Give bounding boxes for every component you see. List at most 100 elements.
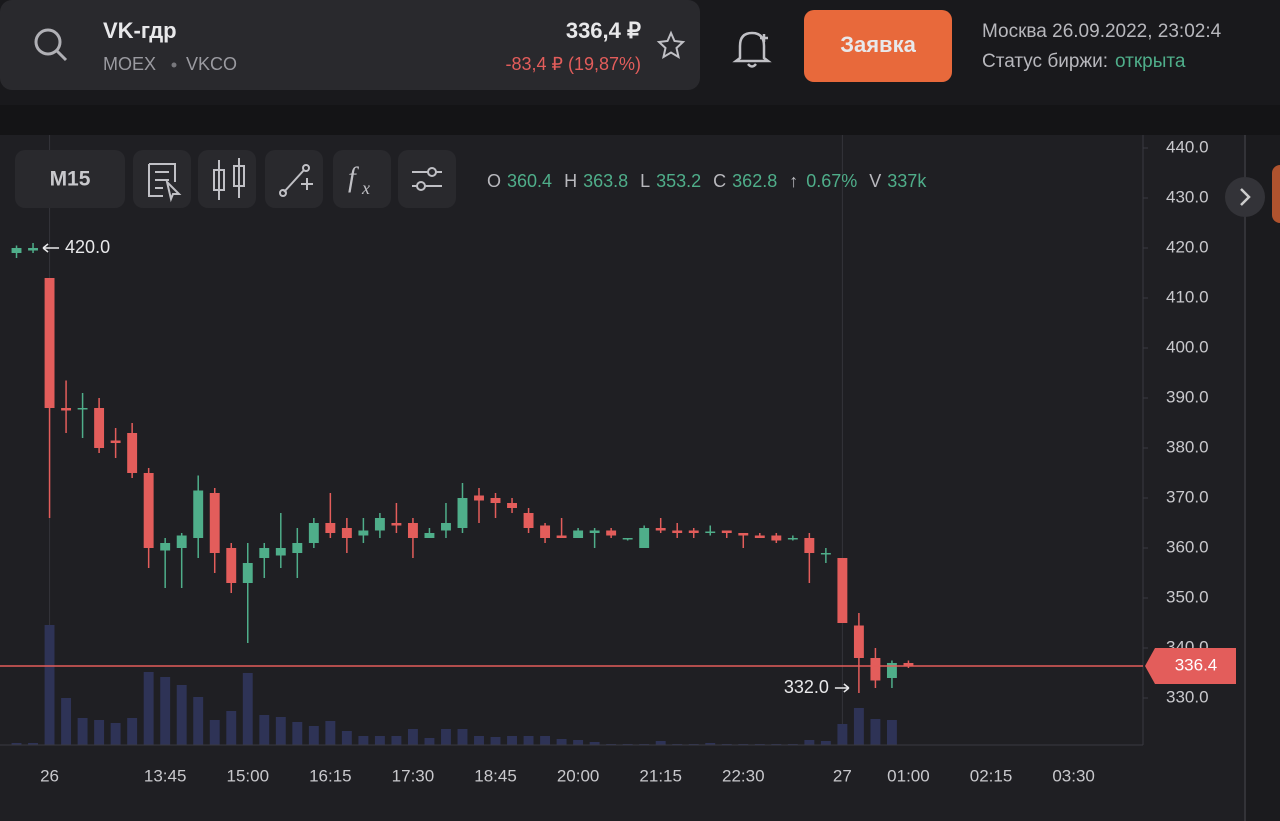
- candle-body: [424, 533, 435, 538]
- last-price-tag: [1145, 648, 1236, 684]
- candle-body: [77, 408, 88, 410]
- instrument-card[interactable]: [0, 0, 700, 90]
- alert-bell[interactable]: [732, 31, 772, 68]
- legend-text: 363.8: [583, 171, 628, 191]
- settings-knob: [427, 167, 437, 177]
- search-icon[interactable]: [34, 28, 68, 62]
- volume-bar: [160, 677, 171, 745]
- y-tick-label: 350.0: [1166, 587, 1209, 606]
- x-tick-label: 26: [40, 766, 59, 785]
- volume-bar: [457, 729, 468, 745]
- chart-type-icon: [213, 158, 245, 200]
- candle-body: [94, 408, 105, 448]
- favorite-star[interactable]: [656, 30, 686, 60]
- candle-body: [407, 523, 418, 538]
- indicators-icon-sub: x: [361, 178, 370, 198]
- volume-bar: [61, 698, 72, 745]
- candle-body: [44, 278, 55, 408]
- volume-bar: [407, 729, 418, 745]
- indicators-tool[interactable]: [333, 150, 391, 208]
- candle-body: [28, 248, 38, 251]
- volume-bar: [242, 673, 253, 745]
- volume-bar: [94, 720, 105, 745]
- y-tick-label: 380.0: [1166, 437, 1209, 456]
- candle-body: [160, 543, 171, 551]
- candle-body: [738, 533, 749, 536]
- legend-text: ↑: [789, 171, 798, 191]
- max-arrow: [42, 243, 60, 253]
- y-tick-label: 330.0: [1166, 687, 1209, 706]
- candle-body: [143, 473, 154, 548]
- candle-body: [127, 433, 138, 473]
- volume-bar: [424, 738, 435, 745]
- order-button[interactable]: [804, 10, 952, 82]
- volume-bar: [391, 736, 402, 745]
- candle-body: [754, 535, 765, 538]
- price: 336,4 ₽: [566, 18, 641, 43]
- volume-bar: [275, 717, 286, 745]
- volume-bar: [341, 731, 352, 745]
- legend-text: C: [713, 171, 726, 191]
- volume-bar: [44, 625, 55, 745]
- ticker: VKCO: [186, 54, 237, 74]
- volume-bar: [308, 726, 319, 745]
- interval-button[interactable]: [15, 150, 125, 208]
- candle-body: [507, 503, 517, 508]
- x-tick-label: 13:45: [144, 766, 187, 785]
- candle-body: [606, 530, 617, 536]
- candle-body: [242, 563, 253, 583]
- candle-body: [639, 528, 650, 548]
- exchange: MOEX: [103, 54, 156, 74]
- volume-bar: [11, 743, 22, 745]
- y-tick-label: 390.0: [1166, 387, 1209, 406]
- max-label: 420.0: [65, 237, 110, 257]
- volume-bar: [655, 741, 666, 745]
- legend-text: 362.8: [732, 171, 777, 191]
- x-tick-label: 22:30: [722, 766, 765, 785]
- candle-body: [540, 525, 551, 538]
- candle-body: [474, 495, 484, 501]
- volume-bar: [804, 740, 815, 745]
- candle-body: [292, 543, 303, 553]
- order-button-label[interactable]: Заявка: [840, 32, 916, 57]
- x-tick-label: 18:45: [474, 766, 517, 785]
- legend-text: 353.2: [656, 171, 701, 191]
- y-tick-label: 440.0: [1166, 137, 1209, 156]
- candle-body: [804, 538, 815, 553]
- side-button[interactable]: [1272, 165, 1280, 223]
- candle-body: [176, 535, 187, 548]
- volume-bar: [325, 721, 336, 745]
- candle-body: [391, 523, 402, 526]
- ohlc-legend: O 360.4 H 363.8 L 353.2 C 362.8 ↑ 0.67% V 337k: [487, 171, 927, 191]
- draw-icon-dot: [302, 164, 310, 172]
- dot: [171, 62, 177, 68]
- candle-body: [573, 530, 584, 538]
- volume-bar: [193, 697, 204, 745]
- candle-body: [787, 538, 798, 540]
- divider: [0, 105, 1280, 135]
- draw-tool[interactable]: [265, 150, 323, 208]
- legend-text: 337k: [887, 171, 927, 191]
- candle-body: [672, 530, 683, 533]
- legend-text: 0.67%: [806, 171, 857, 191]
- plot: [11, 135, 914, 745]
- settings-tool[interactable]: [398, 150, 456, 208]
- volume-bar: [705, 743, 716, 745]
- settings-knob: [416, 181, 426, 191]
- draw-icon: [283, 169, 313, 193]
- legend-text: 360.4: [507, 171, 552, 191]
- chart-type-tool[interactable]: [198, 150, 256, 208]
- x-tick-label: 21:15: [639, 766, 682, 785]
- candle-body: [853, 625, 864, 658]
- volume-bar: [77, 718, 88, 745]
- x-tick-label: 03:30: [1052, 766, 1095, 785]
- notes-icon: [148, 163, 182, 203]
- expand-button[interactable]: [1225, 177, 1265, 217]
- interval-label[interactable]: M15: [50, 168, 91, 191]
- status-value: открыта: [1115, 51, 1186, 72]
- candle-body: [771, 535, 782, 541]
- exchange-status: Статус биржи: открыта: [982, 51, 1186, 72]
- candle-body: [275, 548, 286, 556]
- candle-body: [11, 248, 22, 253]
